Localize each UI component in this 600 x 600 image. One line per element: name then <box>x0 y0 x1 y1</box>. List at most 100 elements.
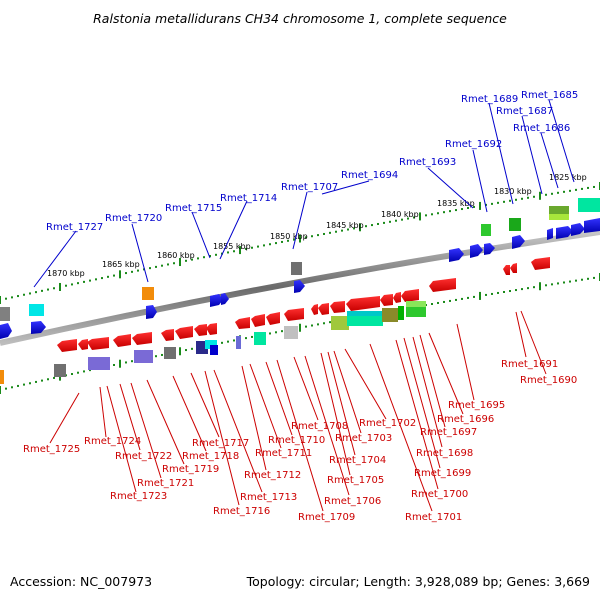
gene-label[interactable]: Rmet_1685 <box>521 90 578 101</box>
reverse-gene[interactable] <box>87 337 109 350</box>
gene-label[interactable]: Rmet_1700 <box>411 489 468 500</box>
gene-label[interactable]: Rmet_1709 <box>298 512 355 523</box>
reverse-gene[interactable] <box>236 336 241 349</box>
gene-label[interactable]: Rmet_1710 <box>268 435 325 446</box>
gene-label[interactable]: Rmet_1690 <box>520 375 577 386</box>
forward-gene[interactable] <box>221 293 229 305</box>
gene-label[interactable]: Rmet_1702 <box>359 418 416 429</box>
forward-gene[interactable] <box>142 287 154 300</box>
gene-label[interactable]: Rmet_1704 <box>329 455 386 466</box>
gene-label[interactable]: Rmet_1723 <box>110 491 167 502</box>
forward-gene[interactable] <box>470 244 483 258</box>
forward-gene[interactable] <box>294 280 305 293</box>
gene-label[interactable]: Rmet_1713 <box>240 492 297 503</box>
gene-label[interactable]: Rmet_1718 <box>182 451 239 462</box>
gene-label[interactable]: Rmet_1707 <box>281 182 338 193</box>
reverse-gene[interactable] <box>254 332 266 345</box>
reverse-gene[interactable] <box>161 329 174 341</box>
gene-label[interactable]: Rmet_1716 <box>213 506 270 517</box>
gene-label[interactable]: Rmet_1727 <box>46 222 103 233</box>
gene-label[interactable]: Rmet_1705 <box>327 475 384 486</box>
gene-label[interactable]: Rmet_1703 <box>335 433 392 444</box>
gene-label[interactable]: Rmet_1696 <box>437 414 494 425</box>
forward-gene[interactable] <box>556 226 573 239</box>
reverse-gene[interactable] <box>88 357 110 370</box>
forward-gene[interactable] <box>481 224 491 236</box>
forward-gene[interactable] <box>509 218 521 231</box>
reverse-gene[interactable] <box>235 317 250 329</box>
gene-label[interactable]: Rmet_1708 <box>291 421 348 432</box>
gene-label[interactable]: Rmet_1689 <box>461 94 518 105</box>
reverse-gene[interactable] <box>54 364 66 377</box>
gene-label[interactable]: Rmet_1724 <box>84 436 141 447</box>
gene-label[interactable]: Rmet_1699 <box>414 468 471 479</box>
forward-gene[interactable] <box>29 304 44 316</box>
reverse-gene[interactable] <box>311 304 318 315</box>
forward-gene[interactable] <box>547 228 553 240</box>
reverse-gene[interactable] <box>194 324 207 336</box>
reverse-gene[interactable] <box>134 350 153 363</box>
gene-label[interactable]: Rmet_1706 <box>324 496 381 507</box>
reverse-gene[interactable] <box>503 265 510 275</box>
reverse-gene[interactable] <box>531 257 550 270</box>
gene-label[interactable]: Rmet_1717 <box>192 438 249 449</box>
reverse-gene[interactable] <box>210 345 218 355</box>
gene-label[interactable]: Rmet_1719 <box>162 464 219 475</box>
reverse-gene[interactable] <box>164 347 176 359</box>
reverse-gene[interactable] <box>266 312 280 325</box>
forward-gene[interactable] <box>484 243 495 255</box>
gene-label[interactable]: Rmet_1720 <box>105 213 162 224</box>
gene-label[interactable]: Rmet_1722 <box>115 451 172 462</box>
forward-gene[interactable] <box>0 307 10 321</box>
reverse-gene[interactable] <box>132 332 152 345</box>
gene-label[interactable]: Rmet_1715 <box>165 203 222 214</box>
reverse-gene[interactable] <box>78 339 88 350</box>
gene-label[interactable]: Rmet_1711 <box>255 448 312 459</box>
reverse-gene[interactable] <box>429 278 456 292</box>
gene-label[interactable]: Rmet_1687 <box>496 106 553 117</box>
reverse-gene[interactable] <box>346 296 380 311</box>
gene-label[interactable]: Rmet_1721 <box>137 478 194 489</box>
reverse-gene[interactable] <box>284 326 298 339</box>
forward-gene[interactable] <box>449 248 464 262</box>
forward-gene[interactable] <box>571 223 585 236</box>
forward-gene[interactable] <box>578 198 600 212</box>
gene-label[interactable]: Rmet_1692 <box>445 139 502 150</box>
forward-gene[interactable] <box>512 235 525 249</box>
reverse-gene[interactable] <box>0 370 4 384</box>
gene-label[interactable]: Rmet_1714 <box>220 193 277 204</box>
forward-gene[interactable] <box>549 214 569 220</box>
gene-label[interactable]: Rmet_1691 <box>501 359 558 370</box>
forward-gene[interactable] <box>291 262 302 275</box>
reverse-gene[interactable] <box>401 289 419 302</box>
gene-label[interactable]: Rmet_1698 <box>416 448 473 459</box>
gene-label[interactable]: Rmet_1697 <box>420 427 477 438</box>
reverse-gene[interactable] <box>113 334 131 347</box>
reverse-gene[interactable] <box>205 340 217 349</box>
forward-gene[interactable] <box>146 305 157 319</box>
gene-label[interactable]: Rmet_1725 <box>23 444 80 455</box>
reverse-gene[interactable] <box>382 308 398 322</box>
reverse-gene[interactable] <box>284 308 304 321</box>
reverse-gene[interactable] <box>393 292 401 303</box>
gene-label[interactable]: Rmet_1695 <box>448 400 505 411</box>
forward-gene[interactable] <box>584 218 600 233</box>
reverse-gene[interactable] <box>510 263 517 273</box>
gene-label[interactable]: Rmet_1701 <box>405 512 462 523</box>
gene-label[interactable]: Rmet_1712 <box>244 470 301 481</box>
reverse-gene[interactable] <box>380 294 393 306</box>
reverse-gene[interactable] <box>175 326 193 339</box>
gene-label[interactable]: Rmet_1686 <box>513 123 570 134</box>
reverse-gene[interactable] <box>406 301 426 307</box>
forward-gene[interactable] <box>31 321 46 334</box>
reverse-gene[interactable] <box>331 316 349 330</box>
reverse-gene[interactable] <box>347 311 383 316</box>
reverse-gene[interactable] <box>251 314 265 327</box>
reverse-gene[interactable] <box>318 303 329 315</box>
gene-label[interactable]: Rmet_1693 <box>399 157 456 168</box>
reverse-gene[interactable] <box>330 301 345 313</box>
gene-label[interactable]: Rmet_1694 <box>341 170 398 181</box>
forward-gene[interactable] <box>210 294 223 307</box>
forward-gene[interactable] <box>0 323 12 339</box>
reverse-gene[interactable] <box>398 306 404 320</box>
